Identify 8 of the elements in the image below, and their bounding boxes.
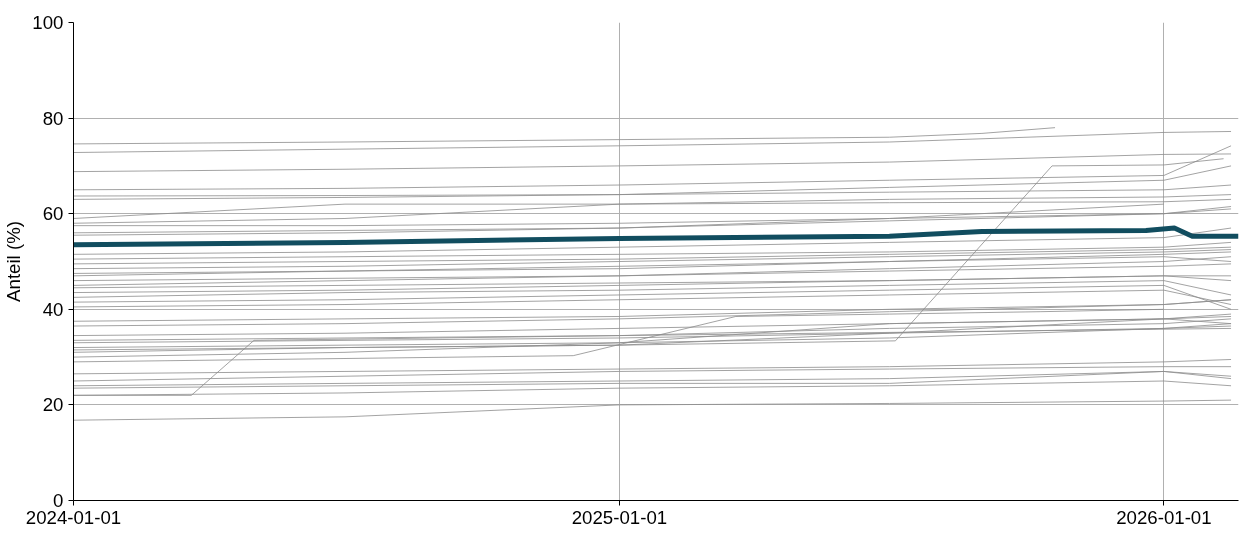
y-tick-label: 100 bbox=[32, 12, 64, 33]
x-tick-label: 2026-01-01 bbox=[1116, 506, 1212, 528]
y-axis-title: Anteil (%) bbox=[3, 221, 25, 302]
y-tick-label: 60 bbox=[42, 203, 64, 225]
y-tick-label: 40 bbox=[42, 298, 64, 320]
y-tick-label: 80 bbox=[42, 107, 64, 129]
x-tick-label: 2025-01-01 bbox=[571, 506, 668, 528]
y-tick-label: 20 bbox=[42, 394, 64, 416]
